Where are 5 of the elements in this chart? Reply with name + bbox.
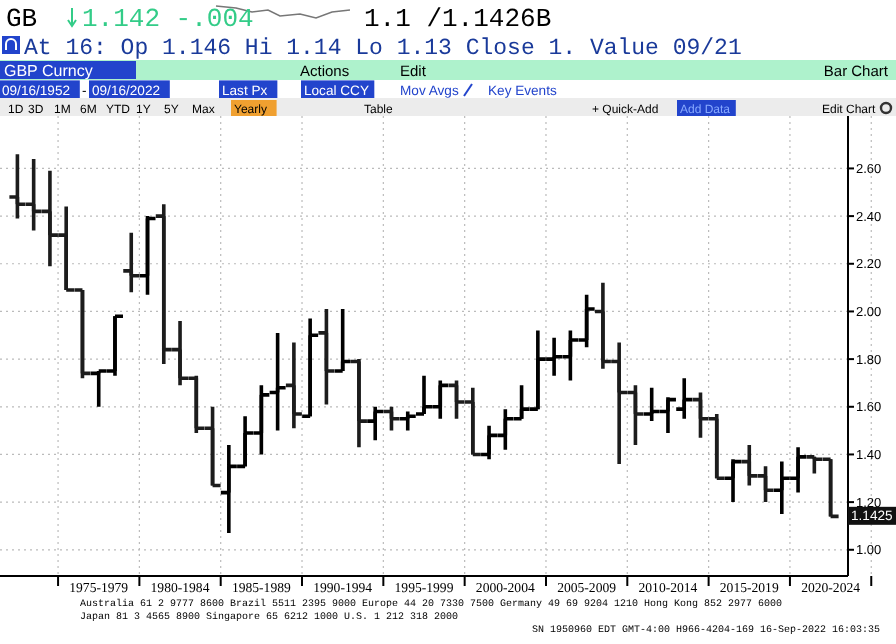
text: 1.1 /1.1426B	[364, 4, 552, 34]
text: GB	[6, 4, 38, 34]
text: 1.142 -.004	[82, 4, 255, 34]
chart-title: GBP Curncy	[4, 62, 93, 80]
text: At 16: Op 1.146 Hi 1.14 Lo 1.13 Close 1. Value 09/21	[24, 36, 742, 62]
